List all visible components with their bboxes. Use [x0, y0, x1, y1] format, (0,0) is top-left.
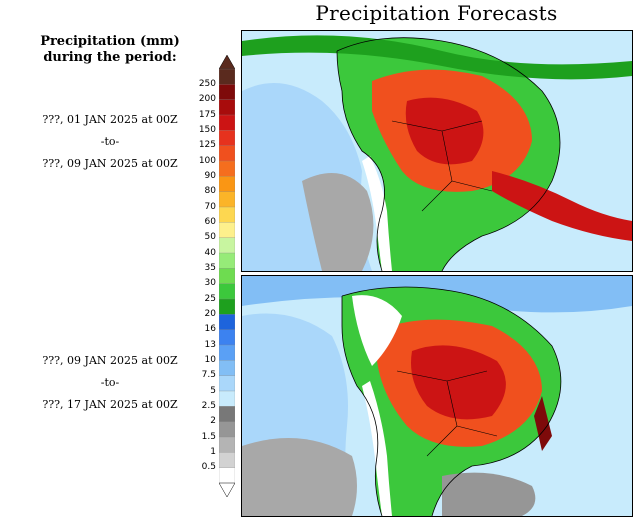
- amazon-extreme-rain: [405, 97, 484, 165]
- colorbar-swatch: [219, 222, 235, 239]
- colorbar-label: 150: [198, 124, 216, 135]
- period-2-label: ???, 09 JAN 2025 at 00Z -to- ???, 17 JAN…: [30, 350, 190, 416]
- colorbar-label: 2: [210, 416, 216, 427]
- colorbar-swatch: [219, 237, 235, 254]
- colorbar-label: 35: [204, 262, 216, 273]
- period-1-separator: -to-: [100, 135, 120, 148]
- colorbar-label: 250: [198, 78, 216, 89]
- colorbar-label: 100: [198, 155, 216, 166]
- forecast-map-period-2: [241, 275, 633, 517]
- colorbar-swatch: [219, 406, 235, 423]
- colorbar-swatch: [219, 206, 235, 223]
- coastline-west: [341, 296, 383, 516]
- northeast-coastal-rain: [534, 396, 552, 451]
- country-borders: [396, 370, 498, 457]
- colorbar-label: 2.5: [201, 400, 216, 411]
- colorbar-label: 60: [204, 216, 216, 227]
- period-2-start: ???, 09 JAN 2025 at 00Z: [42, 354, 178, 367]
- colorbar-swatch: [219, 360, 235, 377]
- colorbar-swatch: [219, 145, 235, 162]
- colorbar-swatch: [219, 390, 235, 407]
- legend-subtitle: Precipitation (mm) during the period:: [30, 34, 190, 66]
- sacz-band: [492, 171, 632, 241]
- itcz-band: [242, 35, 632, 80]
- colorbar-swatch: [219, 436, 235, 453]
- period-2-separator: -to-: [100, 376, 120, 389]
- colorbar-label: 175: [198, 109, 216, 120]
- colorbar-swatch: [219, 160, 235, 177]
- andes-dry-strip: [362, 156, 392, 271]
- colorbar-label: 50: [204, 232, 216, 243]
- colorbar-label: 80: [204, 186, 216, 197]
- coastline: [336, 37, 561, 271]
- colorbar-swatch: [219, 298, 235, 315]
- colorbar-swatch: [219, 421, 235, 438]
- period-1-start: ???, 01 JAN 2025 at 00Z: [42, 113, 178, 126]
- colorbar-label: 90: [204, 170, 216, 181]
- andes-north-dry: [352, 295, 402, 366]
- country-borders: [391, 120, 493, 212]
- colorbar-swatch: [219, 68, 235, 85]
- colorbar-swatch: [219, 84, 235, 101]
- colorbar-label: 5: [210, 385, 216, 396]
- coastline-west: [336, 50, 385, 271]
- south-dry-area: [442, 472, 536, 516]
- forecast-map-period-1: [241, 30, 633, 272]
- precipitation-colorbar: [219, 55, 235, 497]
- colorbar-label: 1.5: [201, 431, 216, 442]
- pacific-dry-area: [302, 173, 374, 271]
- colorbar-label: 1: [210, 446, 216, 457]
- chart-title: Precipitation Forecasts: [315, 1, 558, 25]
- colorbar-label: 70: [204, 201, 216, 212]
- colorbar-label: 7.5: [201, 370, 216, 381]
- colorbar-swatch: [219, 329, 235, 346]
- legend-subtitle-line2: during the period:: [43, 50, 177, 65]
- colorbar-label: 30: [204, 278, 216, 289]
- colorbar-label: 20: [204, 308, 216, 319]
- period-2-end: ???, 17 JAN 2025 at 00Z: [42, 398, 178, 411]
- colorbar-label: 200: [198, 94, 216, 105]
- colorbar-bottom-arrow: [219, 482, 235, 497]
- colorbar-label: 10: [204, 354, 216, 365]
- colorbar-swatch: [219, 191, 235, 208]
- coastline: [341, 286, 562, 516]
- colorbar-swatch: [219, 283, 235, 300]
- andes-dry-strip: [362, 381, 392, 516]
- legend-subtitle-line1: Precipitation (mm): [40, 34, 180, 49]
- colorbar-label: 40: [204, 247, 216, 258]
- colorbar-label: 125: [198, 140, 216, 151]
- colorbar-swatch: [219, 375, 235, 392]
- amazon-extreme-rain: [411, 345, 506, 420]
- colorbar-top-arrow: [219, 55, 235, 70]
- colorbar-swatch: [219, 467, 235, 484]
- colorbar-label: 16: [204, 324, 216, 335]
- colorbar-swatch: [219, 130, 235, 147]
- colorbar-label: 13: [204, 339, 216, 350]
- colorbar-swatch: [219, 114, 235, 131]
- colorbar-swatch: [219, 252, 235, 269]
- colorbar-swatch: [219, 344, 235, 361]
- colorbar-swatch: [219, 452, 235, 469]
- pacific-dry-area: [242, 438, 357, 516]
- colorbar-swatch: [219, 314, 235, 331]
- period-1-label: ???, 01 JAN 2025 at 00Z -to- ???, 09 JAN…: [30, 109, 190, 175]
- colorbar-label: 0.5: [201, 462, 216, 473]
- period-1-end: ???, 09 JAN 2025 at 00Z: [42, 157, 178, 170]
- colorbar-label: 25: [204, 293, 216, 304]
- colorbar-swatch: [219, 268, 235, 285]
- colorbar-swatch: [219, 99, 235, 116]
- colorbar-swatch: [219, 176, 235, 193]
